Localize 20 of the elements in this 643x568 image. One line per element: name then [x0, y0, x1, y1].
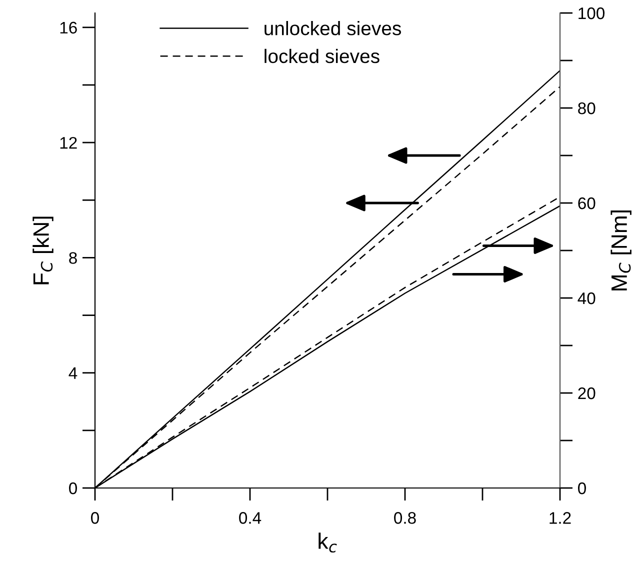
- legend-label: unlocked sieves: [264, 21, 402, 36]
- y-tick-label: 16: [60, 22, 77, 34]
- y2-axis-title: M$_{C}$ [Nm]: [610, 210, 632, 290]
- y2-tick-label: 100: [578, 7, 605, 20]
- y-tick-label: 8: [69, 252, 77, 264]
- y-tick-label: 0: [69, 482, 77, 494]
- y2-tick-label: 40: [578, 292, 596, 304]
- y2-tick-label: 0: [578, 482, 586, 494]
- y-tick-label: 12: [60, 136, 77, 149]
- y2-tick-label: 80: [578, 102, 596, 114]
- x-tick-label: 0.8: [394, 512, 416, 524]
- y-axis-title: F$_{C}$ [kN]: [32, 216, 54, 284]
- x-tick-label: 0.4: [239, 512, 262, 524]
- y2-tick-label: 20: [578, 387, 596, 400]
- y2-tick-label: 60: [578, 197, 596, 210]
- x-tick-label: 1.2: [550, 512, 571, 524]
- y-tick-label: 4: [68, 367, 78, 379]
- x-axis-title: k$_{c}$: [318, 532, 337, 553]
- legend-label: locked sieves: [264, 48, 380, 64]
- x-tick-label: 0: [91, 512, 99, 524]
